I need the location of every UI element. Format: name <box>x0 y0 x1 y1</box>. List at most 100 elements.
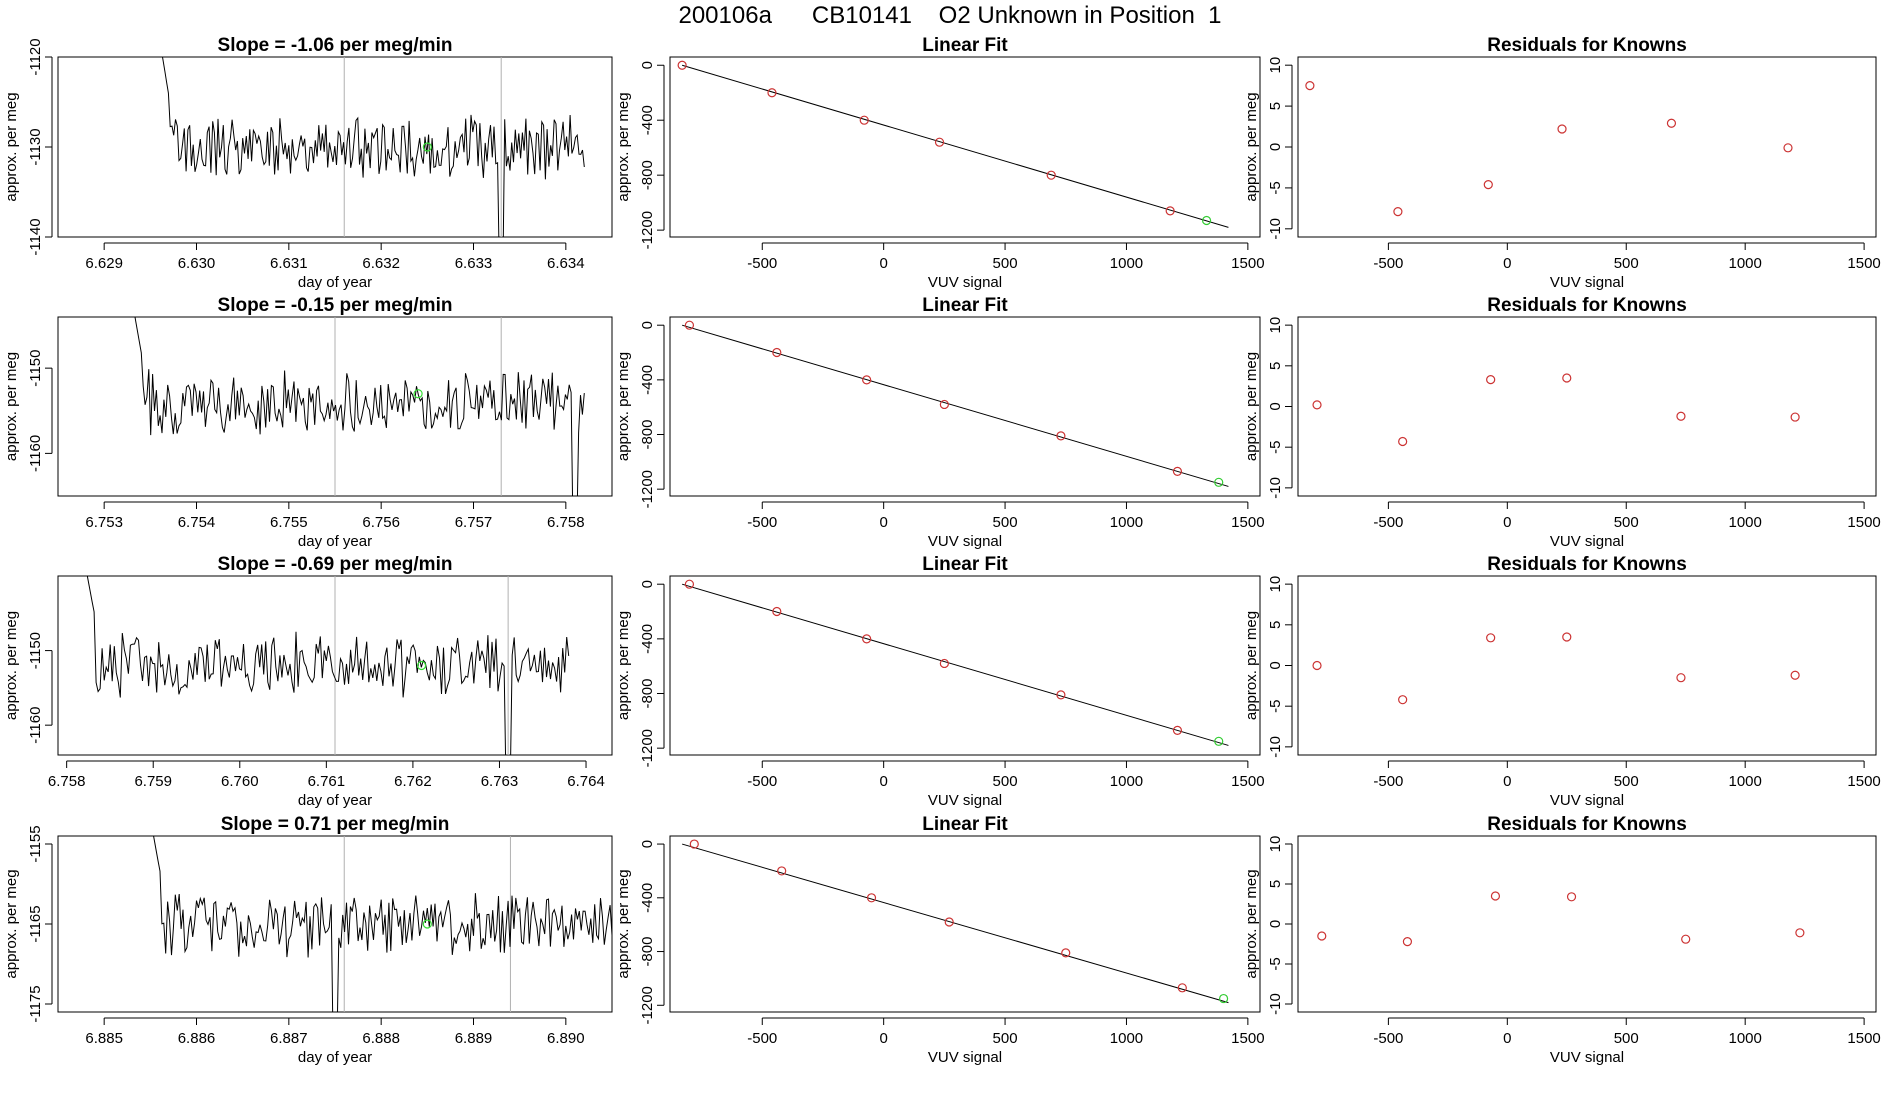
x-tick-label: 500 <box>1614 773 1639 790</box>
x-tick-label: 6.754 <box>178 514 216 531</box>
y-axis-label: approx. per meg <box>615 92 632 201</box>
plot-frame <box>1297 316 1877 497</box>
x-axis-label: day of year <box>298 1049 372 1066</box>
plot-data <box>681 320 1229 487</box>
known-point <box>1666 118 1677 128</box>
x-tick-label: 6.890 <box>547 1030 585 1047</box>
x-tick-label: 6.885 <box>85 1030 123 1047</box>
y-tick-label: -800 <box>639 419 656 449</box>
known-point <box>772 606 782 617</box>
x-tick-label: 6.757 <box>455 514 493 531</box>
plot-data <box>1317 891 1805 947</box>
panel-fit-row-4: Linear Fit -500 0 500 1000 1500 VUV signal -120… <box>615 814 1265 1066</box>
y-tick-label: -400 <box>639 365 656 395</box>
known-point <box>1566 892 1577 902</box>
fit-line <box>682 843 1229 1004</box>
plot-frame <box>1297 575 1877 756</box>
x-tick-label: 1500 <box>1847 514 1880 531</box>
unknown-marker <box>422 142 432 152</box>
known-point <box>1061 948 1071 958</box>
y-tick-label: -800 <box>639 678 656 708</box>
x-tick-label: -500 <box>1373 773 1403 790</box>
panel-title: Linear Fit <box>922 814 1008 835</box>
plot-data <box>1312 632 1800 705</box>
y-tick-label: 0 <box>639 580 656 588</box>
known-point <box>866 893 877 903</box>
page-title: 200106a CB10141 O2 Unknown in Position 1 <box>678 2 1222 29</box>
known-point <box>1790 670 1800 680</box>
signal-trace <box>161 57 585 237</box>
x-tick-label: 500 <box>993 773 1018 790</box>
y-tick-label: -400 <box>639 105 656 135</box>
plot-frame <box>669 316 1261 497</box>
x-tick-label: 6.762 <box>394 773 432 790</box>
known-point <box>1483 180 1493 190</box>
plot-data <box>161 57 585 237</box>
x-tick-label: 6.753 <box>85 514 123 531</box>
known-point <box>1795 928 1805 938</box>
y-tick-label: 10 <box>1267 836 1284 853</box>
fit-line <box>681 324 1229 487</box>
known-point <box>1056 690 1066 700</box>
known-point <box>1402 936 1413 947</box>
known-point <box>1783 143 1793 153</box>
y-tick-label: -1200 <box>639 986 656 1024</box>
panel-residuals-row-1: Residuals for Knowns -500 0 500 1000 1500 VUV … <box>1243 35 1881 291</box>
panel-residuals-row-3: Residuals for Knowns -500 0 500 1000 1500 VUV … <box>1243 554 1881 809</box>
x-tick-label: 6.889 <box>455 1030 493 1047</box>
x-tick-label: 1500 <box>1847 255 1880 272</box>
y-axis-label: approx. per meg <box>3 611 20 720</box>
fit-line <box>681 583 1229 746</box>
x-tick-label: 1000 <box>1728 773 1761 790</box>
plot-data <box>134 317 585 496</box>
known-point <box>939 658 949 669</box>
x-tick-label: 6.761 <box>308 773 346 790</box>
panel-title: Slope = -0.15 per meg/min <box>218 295 453 316</box>
known-point <box>1790 412 1800 422</box>
known-point <box>677 60 687 70</box>
known-point <box>934 137 945 147</box>
panel-residuals-row-2: Residuals for Knowns -500 0 500 1000 1500 VUV … <box>1243 295 1881 550</box>
y-axis-label: approx. per meg <box>615 869 632 978</box>
y-axis-label: approx. per meg <box>1243 869 1260 978</box>
signal-trace <box>153 836 612 1012</box>
plot-frame <box>1297 56 1877 238</box>
signal-trace <box>86 576 570 755</box>
panel-title: Slope = -0.69 per meg/min <box>218 554 453 575</box>
known-point <box>1676 673 1686 683</box>
plot-frame <box>669 575 1261 756</box>
y-tick-label: -5 <box>1267 700 1284 713</box>
known-point <box>1317 931 1327 941</box>
plot-frame <box>1297 835 1877 1013</box>
x-tick-label: 1000 <box>1110 1030 1143 1047</box>
x-tick-label: 1500 <box>1847 1030 1880 1047</box>
x-tick-label: 6.634 <box>547 255 585 272</box>
y-tick-label: -1155 <box>27 825 44 862</box>
x-tick-label: 500 <box>1614 514 1639 531</box>
known-point <box>1056 431 1066 441</box>
plot-data <box>677 60 1229 228</box>
known-point <box>772 347 782 358</box>
y-tick-label: 5 <box>1267 362 1284 370</box>
x-tick-label: 1500 <box>1231 773 1264 790</box>
y-axis-label: approx. per meg <box>3 92 20 201</box>
plot-frame <box>669 56 1261 238</box>
x-tick-label: -500 <box>747 1030 777 1047</box>
y-axis-label: approx. per meg <box>615 611 632 720</box>
panel-trace-row-4: Slope = 0.71 per meg/min 6.885 6.886 6.887 6… <box>3 814 613 1066</box>
known-point <box>1562 373 1572 383</box>
known-point <box>684 579 695 589</box>
y-tick-label: 10 <box>1267 317 1284 334</box>
y-tick-label: -1175 <box>27 985 44 1022</box>
y-tick-label: -1150 <box>27 632 44 669</box>
y-axis-label: approx. per meg <box>1243 92 1260 201</box>
x-tick-label: 6.629 <box>85 255 123 272</box>
x-axis-label: VUV signal <box>1550 274 1624 291</box>
x-tick-label: 6.758 <box>547 514 585 531</box>
x-axis-label: day of year <box>298 533 372 550</box>
x-tick-label: 0 <box>879 773 887 790</box>
y-tick-label: 0 <box>1267 661 1284 669</box>
known-point <box>1490 891 1501 901</box>
x-axis-label: VUV signal <box>928 1049 1002 1066</box>
